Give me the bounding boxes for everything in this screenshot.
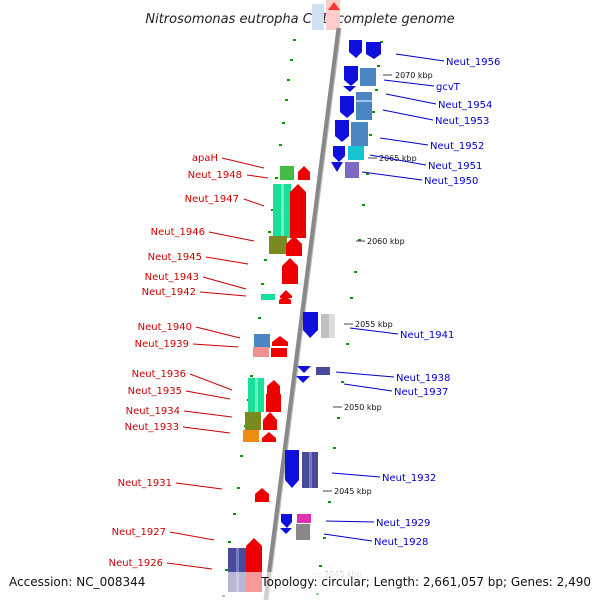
gene-label[interactable]: Neut_1927 [112, 527, 166, 538]
gene-label[interactable]: Neut_1950 [424, 176, 478, 187]
gene-label[interactable]: Neut_1956 [446, 57, 500, 68]
tick-label: 2045 kbp [334, 487, 372, 496]
gene-neut-1943[interactable] [280, 290, 292, 298]
gene-neut-1951[interactable] [333, 146, 345, 162]
top-gene-block[interactable] [312, 4, 324, 30]
topology-text: Topology: circular; Length: 2,661,057 bp… [260, 575, 591, 589]
gene-neut-1928[interactable] [280, 528, 292, 534]
ruler-right [316, 41, 383, 595]
gene-label[interactable]: Neut_1935 [128, 386, 182, 397]
tick-label: 2055 kbp [355, 320, 393, 329]
gene-label[interactable]: Neut_1943 [145, 272, 199, 283]
gene-labels-right: Neut_1956 gcvT Neut_1954 Neut_1953 Neut_… [374, 57, 500, 548]
tick-label: 2070 kbp [395, 71, 433, 80]
gene-neut-1933[interactable] [243, 430, 259, 442]
gene-neut-1929[interactable] [281, 514, 292, 528]
gene-neut-1939[interactable] [253, 347, 269, 357]
gene-neut-1946[interactable] [269, 236, 287, 254]
gene-label[interactable]: Neut_1929 [376, 518, 430, 529]
tick-label: 2050 kbp [344, 403, 382, 412]
tick-label: 2060 kbp [367, 237, 405, 246]
gene-label[interactable]: Neut_1952 [430, 141, 484, 152]
gene-label[interactable]: Neut_1934 [126, 406, 180, 417]
gene-label[interactable]: Neut_1936 [132, 369, 186, 380]
gene-neut-1935[interactable] [266, 394, 281, 412]
leader-lines-right [323, 53, 445, 542]
top-gene-arrow[interactable] [328, 2, 340, 10]
gene-label[interactable]: Neut_1954 [438, 100, 492, 111]
gene-label[interactable]: apaH [192, 153, 218, 164]
ruler-left [222, 39, 296, 597]
gene-neut-1950[interactable] [331, 162, 343, 172]
gene-neut-1931[interactable] [255, 488, 269, 502]
gene-label[interactable]: Neut_1951 [428, 161, 482, 172]
gene-label[interactable]: Neut_1928 [374, 537, 428, 548]
genome-backbone [263, 27, 342, 600]
gene-neut-1932[interactable] [285, 450, 299, 488]
gene-label[interactable]: Neut_1942 [142, 287, 196, 298]
gene-label[interactable]: Neut_1946 [151, 227, 205, 238]
gene-neut-1956[interactable] [349, 40, 362, 58]
gene-label[interactable]: Neut_1933 [125, 422, 179, 433]
gene-neut-1948[interactable] [298, 166, 310, 180]
gene-labels-left: apaH Neut_1948 Neut_1947 Neut_1946 Neut_… [109, 153, 242, 569]
gene-label[interactable]: Neut_1947 [185, 194, 239, 205]
gene-neut-1952[interactable] [335, 120, 349, 142]
gene-gcvt[interactable] [344, 66, 358, 86]
gene-apah[interactable] [280, 166, 294, 180]
tick-label: 2065 kbp [379, 154, 417, 163]
gene-label[interactable]: Neut_1931 [118, 478, 172, 489]
gene-neut-1934[interactable] [245, 412, 261, 430]
gene-neut-1937[interactable] [296, 376, 310, 383]
reverse-strand-genes [280, 40, 381, 540]
gene-label[interactable]: Neut_1932 [382, 473, 436, 484]
gene-label[interactable]: Neut_1937 [394, 387, 448, 398]
gene-label[interactable]: Neut_1940 [138, 322, 192, 333]
accession-text: Accession: NC_008344 [9, 575, 145, 589]
gene-label[interactable]: Neut_1939 [135, 339, 189, 350]
gene-label[interactable]: Neut_1926 [109, 558, 163, 569]
gene-label[interactable]: gcvT [436, 82, 461, 93]
gene-neut-1945[interactable] [282, 258, 298, 284]
gene-neut-1954[interactable] [340, 96, 354, 118]
gene-neut-1941[interactable] [303, 312, 318, 338]
gene-neut-1938[interactable] [297, 366, 311, 373]
gene-neut-1940[interactable] [254, 334, 270, 348]
gene-label[interactable]: Neut_1948 [188, 170, 242, 181]
gene-label[interactable]: Neut_1953 [435, 116, 489, 127]
leader-lines-left [166, 157, 269, 570]
gene-label[interactable]: Neut_1938 [396, 373, 450, 384]
map-title: Nitrosomonas eutropha C91, complete geno… [145, 12, 454, 27]
gene-label[interactable]: Neut_1945 [148, 252, 202, 263]
gene-neut-1942[interactable] [261, 294, 275, 300]
gene-label[interactable]: Neut_1941 [400, 330, 454, 341]
